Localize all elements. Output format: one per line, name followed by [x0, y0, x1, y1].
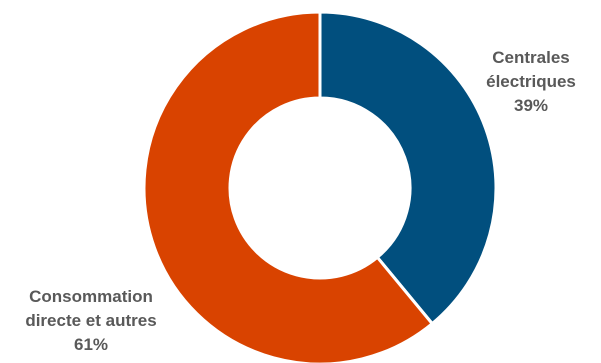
donut-slice-0 [318, 10, 498, 326]
donut-slice-1 [142, 10, 435, 363]
slice-label-centrales-electriques: Centrales électriques 39% [472, 46, 590, 118]
slice-value-label: 61% [73, 335, 109, 354]
slice-label-line-1: Consommation [29, 287, 153, 306]
slice-label-line-2: électriques [486, 72, 576, 91]
slice-label-consommation-directe: Consommation directe et autres 61% [2, 285, 180, 357]
slice-label-line-2: directe et autres [25, 311, 157, 330]
slice-label-line-1: Centrales [492, 48, 570, 67]
slice-value-label: 39% [513, 96, 549, 115]
